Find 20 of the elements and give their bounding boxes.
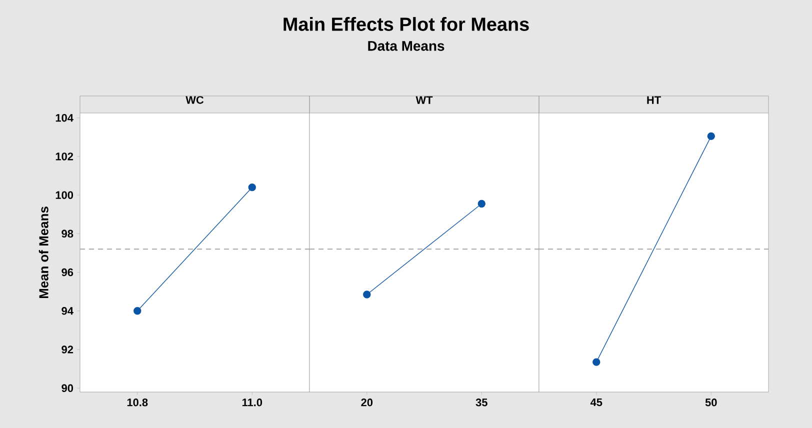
y-tick-label: 98 — [62, 230, 74, 238]
x-tick-label: 10.8 — [127, 398, 148, 406]
x-tick-label: 20 — [361, 398, 373, 406]
chart-title: WT — [416, 96, 433, 104]
text: Data Means — [368, 41, 444, 51]
y-axis-title: Mean of Means — [38, 206, 48, 298]
text: Main Effects Plot for Means — [284, 17, 529, 31]
y-tick-label: 94 — [62, 307, 74, 315]
x-tick-label: 50 — [705, 398, 717, 406]
y-tick-label: 102 — [56, 152, 74, 160]
x-tick-label: 35 — [476, 398, 488, 406]
y-tick-label: 104 — [56, 114, 74, 122]
y-tick-label: 100 — [56, 191, 74, 199]
y-tick-label: 96 — [62, 268, 74, 276]
y-tick-label: 90 — [62, 384, 74, 392]
chart-title: HT — [647, 96, 661, 104]
chart-title: WC — [186, 96, 204, 104]
y-tick-label: 92 — [62, 346, 74, 354]
x-tick-label: 11.0 — [242, 398, 262, 406]
x-tick-label: 45 — [590, 398, 602, 406]
